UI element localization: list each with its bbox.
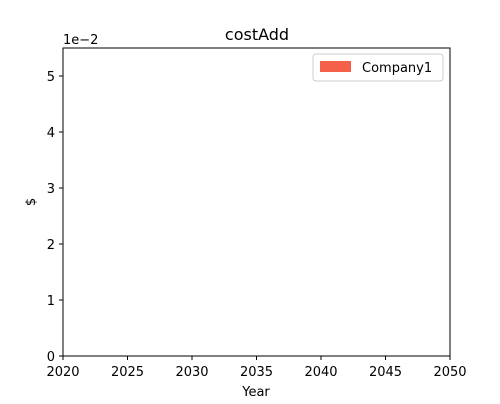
y-axis-offset-label: 1e−2	[63, 33, 98, 48]
plot-area	[63, 48, 450, 356]
plot-frame	[63, 48, 450, 356]
y-tick-label-0: 0	[47, 350, 55, 365]
y-tick-label-4: 4	[47, 126, 55, 141]
y-tick-label-1: 1	[47, 294, 55, 309]
x-tick-label-2045: 2045	[369, 365, 402, 380]
x-tick-label-2025: 2025	[111, 365, 144, 380]
y-tick-label-2: 2	[47, 238, 55, 253]
x-tick-label-2020: 2020	[46, 365, 79, 380]
y-tick-label-3: 3	[47, 182, 55, 197]
legend-swatch-company1	[320, 61, 351, 72]
legend: Company1	[313, 54, 443, 81]
x-tick-label-2040: 2040	[304, 365, 337, 380]
y-tick-label-5: 5	[47, 70, 55, 85]
x-axis-label: Year	[241, 385, 270, 400]
x-axis: 2020 2025 2030 2035 2040 2045 2050	[46, 356, 466, 380]
chart-title: costAdd	[225, 25, 289, 44]
y-axis-label: $	[24, 198, 39, 206]
x-tick-label-2035: 2035	[240, 365, 273, 380]
x-tick-label-2050: 2050	[433, 365, 466, 380]
y-axis: 0 1 2 3 4 5	[47, 70, 63, 365]
x-tick-label-2030: 2030	[175, 365, 208, 380]
legend-label-company1: Company1	[362, 61, 432, 76]
